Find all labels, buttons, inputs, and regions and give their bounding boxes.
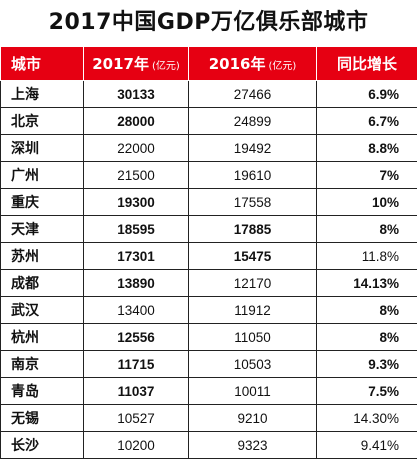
- gdp-2016-cell: 24899: [189, 108, 317, 135]
- gdp-2016-cell: 10503: [189, 351, 317, 378]
- gdp-2016-cell: 17885: [189, 216, 317, 243]
- city-cell: 深圳: [1, 135, 84, 162]
- gdp-2017-cell: 28000: [84, 108, 189, 135]
- gdp-2017-cell: 17301: [84, 243, 189, 270]
- header-2016-label: 2016年: [209, 55, 266, 73]
- gdp-2017-cell: 12556: [84, 324, 189, 351]
- city-cell: 长沙: [1, 432, 84, 459]
- gdp-2017-cell: 30133: [84, 81, 189, 108]
- gdp-2016-cell: 17558: [189, 189, 317, 216]
- gdp-2016-cell: 9210: [189, 405, 317, 432]
- gdp-2016-cell: 12170: [189, 270, 317, 297]
- page-title: 2017中国GDP万亿俱乐部城市: [0, 0, 417, 46]
- gdp-2017-cell: 10527: [84, 405, 189, 432]
- growth-cell: 6.7%: [317, 108, 417, 135]
- gdp-2016-cell: 19610: [189, 162, 317, 189]
- gdp-2016-cell: 27466: [189, 81, 317, 108]
- growth-cell: 9.3%: [317, 351, 417, 378]
- growth-cell: 8%: [317, 297, 417, 324]
- growth-cell: 8.8%: [317, 135, 417, 162]
- gdp-2017-cell: 13890: [84, 270, 189, 297]
- city-cell: 武汉: [1, 297, 84, 324]
- gdp-2017-cell: 13400: [84, 297, 189, 324]
- gdp-2017-cell: 21500: [84, 162, 189, 189]
- city-cell: 青岛: [1, 378, 84, 405]
- city-cell: 无锡: [1, 405, 84, 432]
- city-cell: 成都: [1, 270, 84, 297]
- header-2017-unit: (亿元): [152, 61, 180, 72]
- city-cell: 天津: [1, 216, 84, 243]
- city-cell: 南京: [1, 351, 84, 378]
- growth-cell: 9.41%: [317, 432, 417, 459]
- header-growth: 同比增长: [317, 47, 417, 81]
- growth-cell: 11.8%: [317, 243, 417, 270]
- gdp-2016-cell: 15475: [189, 243, 317, 270]
- gdp-2016-cell: 10011: [189, 378, 317, 405]
- city-cell: 北京: [1, 108, 84, 135]
- growth-cell: 14.13%: [317, 270, 417, 297]
- gdp-2016-cell: 11050: [189, 324, 317, 351]
- growth-cell: 14.30%: [317, 405, 417, 432]
- gdp-2017-cell: 11037: [84, 378, 189, 405]
- gdp-2016-cell: 19492: [189, 135, 317, 162]
- table-header-row: 城市 2017年(亿元) 2016年(亿元) 同比增长: [1, 47, 417, 81]
- growth-cell: 7%: [317, 162, 417, 189]
- gdp-2017-cell: 11715: [84, 351, 189, 378]
- city-cell: 上海: [1, 81, 84, 108]
- city-cell: 广州: [1, 162, 84, 189]
- city-cell: 杭州: [1, 324, 84, 351]
- growth-cell: 8%: [317, 324, 417, 351]
- growth-cell: 8%: [317, 216, 417, 243]
- header-2017-label: 2017年: [92, 55, 149, 73]
- growth-cell: 6.9%: [317, 81, 417, 108]
- gdp-2017-cell: 22000: [84, 135, 189, 162]
- growth-cell: 10%: [317, 189, 417, 216]
- header-2016: 2016年(亿元): [189, 47, 317, 81]
- gdp-2017-cell: 18595: [84, 216, 189, 243]
- growth-cell: 7.5%: [317, 378, 417, 405]
- header-city: 城市: [1, 47, 84, 81]
- gdp-2017-cell: 10200: [84, 432, 189, 459]
- gdp-2016-cell: 9323: [189, 432, 317, 459]
- gdp-2016-cell: 11912: [189, 297, 317, 324]
- city-cell: 重庆: [1, 189, 84, 216]
- city-cell: 苏州: [1, 243, 84, 270]
- header-2017: 2017年(亿元): [84, 47, 189, 81]
- header-2016-unit: (亿元): [268, 61, 296, 72]
- gdp-2017-cell: 19300: [84, 189, 189, 216]
